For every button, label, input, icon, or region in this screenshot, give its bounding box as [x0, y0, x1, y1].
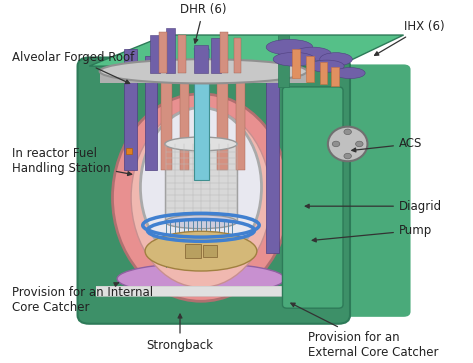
Ellipse shape	[131, 108, 271, 287]
Bar	[161, 59, 172, 170]
Bar	[332, 67, 339, 86]
Bar	[184, 244, 201, 258]
Circle shape	[333, 141, 340, 147]
Circle shape	[356, 141, 363, 147]
Bar	[159, 32, 167, 73]
Bar	[165, 144, 237, 222]
Text: Strongback: Strongback	[147, 314, 213, 352]
Text: IHX (6): IHX (6)	[375, 20, 444, 56]
Bar	[194, 49, 209, 180]
Ellipse shape	[328, 127, 368, 161]
Bar	[217, 63, 228, 170]
Text: DHR (6): DHR (6)	[180, 3, 227, 43]
Ellipse shape	[335, 68, 365, 79]
Bar	[203, 245, 217, 257]
Text: ACS: ACS	[352, 138, 422, 152]
Ellipse shape	[165, 137, 237, 151]
Text: Diagrid: Diagrid	[305, 200, 442, 213]
Text: Provision for an
External Core Catcher: Provision for an External Core Catcher	[291, 303, 438, 359]
Bar	[178, 35, 186, 73]
Ellipse shape	[117, 263, 285, 294]
Bar	[194, 45, 208, 73]
Bar	[292, 49, 300, 78]
Bar	[126, 148, 132, 154]
Ellipse shape	[113, 94, 289, 301]
FancyBboxPatch shape	[78, 57, 350, 324]
Bar	[150, 35, 160, 73]
Ellipse shape	[140, 108, 262, 267]
Bar	[234, 38, 241, 73]
Ellipse shape	[100, 59, 307, 83]
FancyBboxPatch shape	[282, 87, 343, 308]
Ellipse shape	[294, 47, 332, 61]
Ellipse shape	[273, 52, 315, 66]
FancyBboxPatch shape	[320, 64, 411, 317]
Bar	[124, 49, 137, 170]
Text: Alveolar Forged Roof: Alveolar Forged Roof	[12, 51, 135, 83]
Circle shape	[344, 153, 351, 159]
Ellipse shape	[266, 39, 313, 55]
Ellipse shape	[194, 47, 209, 51]
Bar	[166, 28, 175, 73]
Text: Provision for an Internal
Core Catcher: Provision for an Internal Core Catcher	[12, 283, 153, 314]
Ellipse shape	[145, 231, 257, 271]
Ellipse shape	[165, 215, 237, 229]
Ellipse shape	[309, 60, 344, 72]
Bar	[211, 38, 221, 73]
Bar	[100, 72, 307, 83]
Bar	[266, 73, 279, 253]
Bar	[236, 70, 245, 170]
Circle shape	[344, 129, 351, 135]
Ellipse shape	[320, 53, 352, 66]
Bar	[219, 32, 228, 73]
Bar	[306, 56, 314, 82]
Bar	[145, 56, 157, 170]
Text: Pump: Pump	[312, 224, 432, 242]
Polygon shape	[89, 35, 403, 66]
Bar	[96, 286, 341, 296]
Text: In reactor Fuel
Handling Station: In reactor Fuel Handling Station	[12, 147, 131, 175]
Bar	[320, 62, 327, 84]
Bar	[278, 35, 289, 87]
Bar	[180, 66, 189, 170]
